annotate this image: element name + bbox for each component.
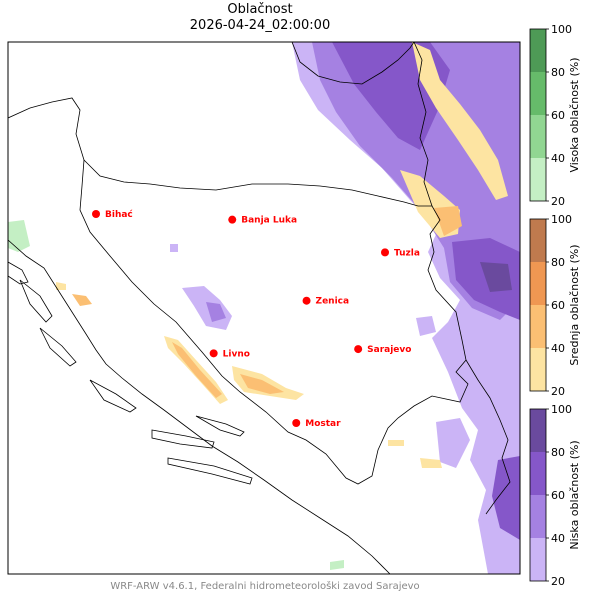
island-5 bbox=[167, 457, 253, 485]
colorbar-1-segment-2 bbox=[530, 305, 546, 348]
colorbar-0-label: Visoka oblačnost (%) bbox=[568, 57, 581, 172]
colorbar-0-segment-0 bbox=[530, 29, 546, 72]
mid-cloud-patch-s2 bbox=[420, 458, 442, 468]
low-cloud-patch-small bbox=[170, 244, 178, 252]
city-markers: Bihać Banja Luka Tuzla Zenica Sarajevo Livno M… bbox=[92, 209, 420, 429]
colorbar-2-tick-label-1: 80 bbox=[551, 446, 565, 459]
mid-cloud-band-livno-core bbox=[172, 342, 222, 398]
bih-border bbox=[79, 159, 469, 485]
colorbar-0-tick-label-3: 40 bbox=[551, 152, 565, 165]
mid-cloud-patch-w2 bbox=[56, 282, 66, 290]
city-marker-1 bbox=[228, 215, 237, 224]
map-subtitle: 2026-04-24_02:00:00 bbox=[189, 18, 331, 33]
mid-cloud-patch-mostar-core bbox=[240, 374, 284, 394]
colorbar-1-tick-label-0: 100 bbox=[551, 213, 572, 226]
island-4 bbox=[151, 429, 215, 449]
mid-cloud-patch-s bbox=[388, 440, 404, 446]
colorbar-2-tick-label-2: 60 bbox=[551, 489, 565, 502]
high-cloud-patch bbox=[330, 560, 344, 570]
colorbar-1-tick-label-1: 80 bbox=[551, 256, 565, 269]
colorbar-1-tick-label-4: 20 bbox=[551, 385, 565, 398]
colorbar-1-segment-0 bbox=[530, 219, 546, 262]
croatia-north-border bbox=[8, 97, 85, 161]
city-marker-2 bbox=[381, 248, 389, 257]
map-title-block: Oblačnost 2026-04-24_02:00:00 bbox=[0, 2, 520, 34]
colorbars: 100 80 60 40 20 Visoka oblačnost (%) 100 80 60 40… bbox=[529, 23, 581, 588]
low-cloud-patch-se bbox=[436, 418, 470, 468]
colorbar-2-segment-0 bbox=[530, 409, 546, 452]
colorbar-1-segment-3 bbox=[530, 348, 546, 391]
city-marker-4 bbox=[354, 345, 363, 354]
cloud-fields bbox=[8, 42, 520, 574]
low-cloud-patch-central-core bbox=[206, 302, 226, 322]
colorbar-2-tick-label-4: 20 bbox=[551, 575, 565, 588]
city-marker-6 bbox=[292, 419, 301, 427]
croatia-coast bbox=[8, 239, 391, 574]
island-7 bbox=[8, 261, 29, 285]
city-marker-3 bbox=[302, 296, 311, 305]
boundaries bbox=[8, 42, 511, 574]
colorbar-1-segment-1 bbox=[530, 262, 546, 305]
colorbar-1-tick-label-2: 60 bbox=[551, 299, 565, 312]
montenegro-border bbox=[465, 359, 511, 515]
island-2 bbox=[39, 327, 77, 367]
city-label-5: Livno bbox=[223, 349, 250, 359]
city-label-0: Bihać bbox=[105, 209, 133, 220]
mid-cloud-patch-w bbox=[72, 294, 92, 306]
colorbar-1-tick-label-3: 40 bbox=[551, 342, 565, 355]
colorbar-0-segment-2 bbox=[530, 115, 546, 158]
city-label-1: Banja Luka bbox=[241, 216, 297, 226]
colorbar-2-tick-label-3: 40 bbox=[551, 532, 565, 545]
low-cloud-patch-e bbox=[416, 316, 436, 336]
city-label-3: Zenica bbox=[316, 297, 350, 307]
island-6 bbox=[195, 415, 245, 437]
mid-cloud-patch-mostar bbox=[232, 366, 304, 400]
map-frame bbox=[7, 41, 521, 575]
colorbar-0-tick-label-0: 100 bbox=[551, 23, 572, 36]
low-cloud-core-dark bbox=[480, 262, 512, 292]
colorbar-2-segment-2 bbox=[530, 495, 546, 538]
colorbar-0-tick-label-1: 80 bbox=[551, 66, 565, 79]
mid-cloud-band-ne bbox=[412, 42, 508, 200]
low-cloud-core-se bbox=[492, 456, 520, 540]
colorbar-0-segment-3 bbox=[530, 158, 546, 201]
colorbar-0-tick-label-2: 60 bbox=[551, 109, 565, 122]
colorbar-2-tick-label-0: 100 bbox=[551, 403, 572, 416]
island-3 bbox=[89, 379, 137, 413]
city-label-2: Tuzla bbox=[394, 248, 420, 258]
serbia-border bbox=[413, 42, 433, 207]
pannonian-border bbox=[291, 42, 415, 85]
map-title: Oblačnost bbox=[227, 2, 293, 17]
colorbar-2-label: Niska oblačnost (%) bbox=[568, 440, 581, 549]
low-cloud-patch-central bbox=[182, 286, 232, 330]
mid-cloud-patch-ne-core bbox=[434, 206, 462, 236]
colorbar-2-segment-1 bbox=[530, 452, 546, 495]
city-label-4: Sarajevo bbox=[367, 345, 411, 355]
city-marker-5 bbox=[209, 349, 218, 358]
colorbar-0-segment-1 bbox=[530, 72, 546, 115]
colorbar-2-segment-3 bbox=[530, 538, 546, 581]
city-marker-0 bbox=[92, 210, 100, 218]
colorbar-1-label: Srednja oblačnost (%) bbox=[568, 244, 581, 365]
high-cloud-patch bbox=[8, 220, 30, 252]
colorbar-0-tick-label-4: 20 bbox=[551, 195, 565, 208]
island-1 bbox=[19, 279, 53, 323]
model-credit: WRF-ARW v4.6.1, Federalni hidrometeorolo… bbox=[110, 581, 420, 592]
city-label-6: Mostar bbox=[305, 419, 341, 429]
